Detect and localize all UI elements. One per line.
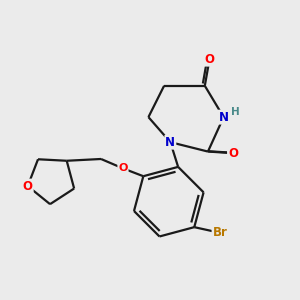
Text: O: O <box>118 164 128 173</box>
Text: N: N <box>165 136 176 149</box>
Text: N: N <box>219 111 229 124</box>
Text: O: O <box>205 53 214 66</box>
Text: O: O <box>228 147 238 160</box>
Text: H: H <box>231 107 240 117</box>
Text: Br: Br <box>212 226 227 239</box>
Text: O: O <box>23 180 33 193</box>
